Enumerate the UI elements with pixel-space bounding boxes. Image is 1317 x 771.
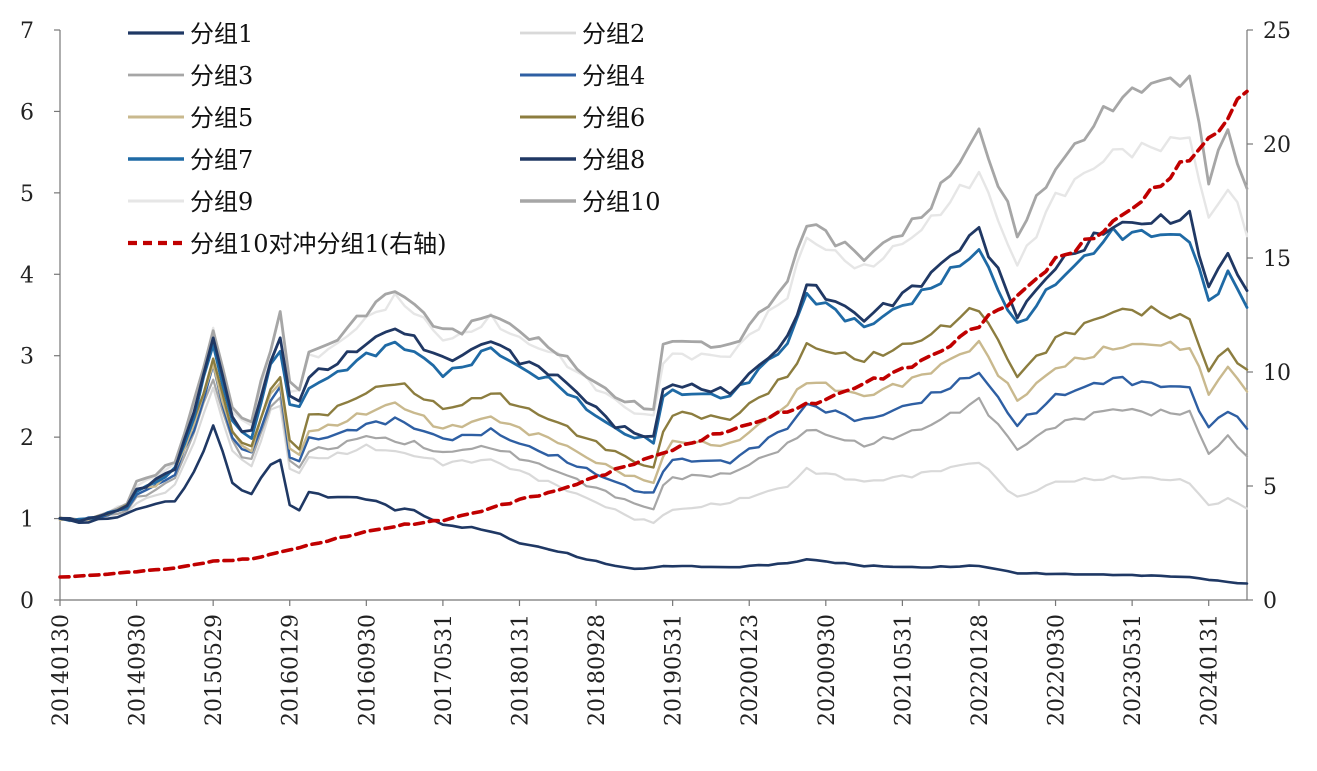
x-tick-label: 20180928: [585, 614, 610, 726]
right-y-tick-label: 0: [1263, 589, 1277, 614]
right-y-tick-label: 25: [1263, 19, 1291, 44]
legend-label: 分组1: [190, 20, 253, 48]
legend-label: 分组9: [190, 188, 253, 216]
legend-label: 分组10对冲分组1(右轴): [190, 230, 447, 258]
x-tick-label: 20140130: [49, 614, 74, 726]
series-line-7: [58, 226, 1249, 522]
legend: 分组1 分组2 分组3 分组4 分组5 分组6 分组7 分组8 分组9 分组10 分组10对冲分组1…: [128, 20, 661, 258]
x-tick-label: 20200930: [815, 614, 840, 726]
series-line-3: [58, 378, 1249, 522]
x-tick-label: 20150529: [202, 614, 227, 726]
right-y-tick-label: 10: [1263, 361, 1291, 386]
x-tick-label: 20220128: [968, 614, 993, 726]
right-y-tick-label: 20: [1263, 133, 1291, 158]
series-line-6: [58, 305, 1249, 522]
legend-label: 分组3: [190, 62, 253, 90]
left-y-tick-label: 5: [20, 182, 34, 207]
x-tick-label: 20230531: [1121, 614, 1146, 726]
axes: 0 1 2 3 4 5 6 7 0 5 10 15 20 25 20140130 20140930 201505…: [20, 19, 1291, 726]
series-line-2: [58, 386, 1249, 525]
legend-label: 分组8: [582, 146, 645, 174]
right-y-tick-label: 15: [1263, 247, 1291, 272]
legend-label: 分组5: [190, 104, 253, 132]
x-tick-label: 20180131: [508, 614, 533, 726]
legend-label: 分组10: [582, 188, 661, 216]
series-layer: [58, 74, 1249, 585]
right-y-tick-label: 5: [1263, 475, 1277, 500]
left-y-tick-label: 2: [20, 426, 34, 451]
x-tick-label: 20160129: [279, 614, 304, 726]
x-tick-label: 20190531: [662, 614, 687, 726]
series-line-11: [58, 89, 1249, 579]
series-line-8: [58, 209, 1249, 523]
legend-label: 分组6: [582, 104, 645, 132]
series-line-4: [58, 363, 1249, 523]
x-tick-label: 20140930: [126, 614, 151, 726]
series-line-1: [58, 424, 1249, 585]
x-tick-label: 20240131: [1198, 614, 1223, 726]
x-tick-label: 20210531: [891, 614, 916, 726]
x-tick-label: 20200123: [738, 614, 763, 726]
left-y-tick-label: 7: [20, 19, 34, 44]
x-tick-label: 20170531: [432, 614, 457, 726]
left-y-tick-label: 0: [20, 589, 34, 614]
left-y-tick-label: 3: [20, 345, 34, 370]
left-y-tick-label: 6: [20, 100, 34, 125]
left-y-tick-label: 1: [20, 508, 34, 533]
left-y-tick-label: 4: [20, 263, 34, 288]
series-line-9: [58, 136, 1249, 522]
legend-label: 分组4: [582, 62, 645, 90]
x-tick-label: 20220930: [1045, 614, 1070, 726]
series-line-10: [58, 74, 1249, 522]
legend-label: 分组7: [190, 146, 253, 174]
legend-label: 分组2: [582, 20, 645, 48]
x-tick-label: 20160930: [355, 614, 380, 726]
